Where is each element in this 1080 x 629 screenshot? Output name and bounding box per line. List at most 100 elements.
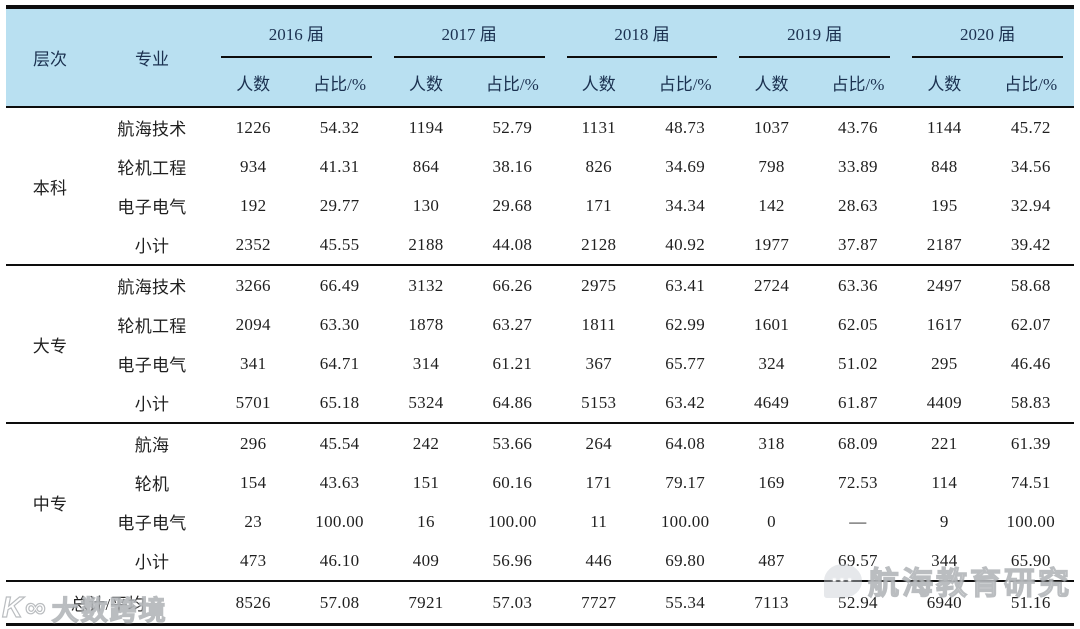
- ratio-cell: 46.46: [987, 344, 1074, 383]
- year-label: 2018 届: [566, 9, 718, 58]
- count-cell: 142: [728, 186, 815, 225]
- graduates-employment-table: 层次 专业 2016 届 2017 届 2018 届 2019 届 2020 届…: [6, 5, 1074, 626]
- header-row-sub: 人数 占比/% 人数 占比/% 人数 占比/% 人数 占比/% 人数 占比/%: [6, 58, 1074, 108]
- count-cell: 192: [210, 186, 297, 225]
- ratio-cell: 55.34: [641, 580, 729, 625]
- major-cell: 轮机工程: [94, 305, 210, 344]
- count-cell: 1226: [210, 107, 297, 147]
- count-cell: 8526: [210, 580, 297, 625]
- count-cell: 2975: [555, 264, 642, 305]
- count-cell: 3266: [210, 264, 297, 305]
- ratio-cell: 45.54: [296, 422, 383, 463]
- year-group-2018: 2018 届: [555, 7, 729, 58]
- count-cell: 16: [382, 502, 470, 541]
- col-header-level: 层次: [6, 7, 94, 108]
- count-cell: 114: [901, 463, 988, 502]
- count-cell: 5324: [382, 383, 470, 423]
- count-cell: 409: [382, 541, 470, 581]
- ratio-cell: 66.49: [296, 264, 383, 305]
- count-cell: 3132: [382, 264, 470, 305]
- count-cell: 221: [901, 422, 988, 463]
- ratio-cell: 64.08: [641, 422, 729, 463]
- ratio-cell: 48.73: [641, 107, 729, 147]
- ratio-cell: 65.18: [296, 383, 383, 423]
- ratio-cell: 63.30: [296, 305, 383, 344]
- ratio-cell: 63.42: [641, 383, 729, 423]
- ratio-cell: 41.31: [296, 147, 383, 186]
- ratio-cell: 63.36: [814, 264, 902, 305]
- count-cell: 1144: [901, 107, 988, 147]
- ratio-cell: 57.08: [296, 580, 383, 625]
- ratio-cell: 64.71: [296, 344, 383, 383]
- col-header-ratio: 占比/%: [469, 58, 556, 108]
- count-cell: 2128: [555, 225, 642, 265]
- total-row: 总计/平均 8526 57.08 7921 57.03 7727 55.34 7113 52.9…: [6, 580, 1074, 625]
- count-cell: 295: [901, 344, 988, 383]
- col-header-ratio: 占比/%: [987, 58, 1074, 108]
- count-cell: 9: [901, 502, 988, 541]
- major-cell: 航海技术: [94, 107, 210, 147]
- count-cell: 151: [382, 463, 470, 502]
- count-cell: 2188: [382, 225, 470, 265]
- table-row: 轮机 154 43.63 151 60.16 171 79.17 169 72.53 114 74.…: [6, 463, 1074, 502]
- ratio-cell: 68.09: [814, 422, 902, 463]
- ratio-cell: 34.34: [641, 186, 729, 225]
- level-cell: 大专: [6, 264, 94, 423]
- ratio-cell: 44.08: [469, 225, 556, 265]
- year-label: 2020 届: [912, 9, 1063, 58]
- level-cell: 本科: [6, 107, 94, 265]
- ratio-cell: 100.00: [987, 502, 1074, 541]
- ratio-cell: 52.94: [814, 580, 902, 625]
- count-cell: 2094: [210, 305, 297, 344]
- ratio-cell: 63.41: [641, 264, 729, 305]
- ratio-cell: 52.79: [469, 107, 556, 147]
- ratio-cell: 54.32: [296, 107, 383, 147]
- ratio-cell: 62.99: [641, 305, 729, 344]
- ratio-cell: 45.55: [296, 225, 383, 265]
- ratio-cell: 39.42: [987, 225, 1074, 265]
- count-cell: 5153: [555, 383, 642, 423]
- major-cell: 电子电气: [94, 186, 210, 225]
- table-row: 电子电气 192 29.77 130 29.68 171 34.34 142 28.63 195 3…: [6, 186, 1074, 225]
- count-cell: 4409: [901, 383, 988, 423]
- count-cell: 2187: [901, 225, 988, 265]
- ratio-cell: 63.27: [469, 305, 556, 344]
- table-row: 小计 2352 45.55 2188 44.08 2128 40.92 1977 37.87 21…: [6, 225, 1074, 265]
- count-cell: 798: [728, 147, 815, 186]
- table-row: 轮机工程 2094 63.30 1878 63.27 1811 62.99 1601 62.05…: [6, 305, 1074, 344]
- ratio-cell: 57.03: [469, 580, 556, 625]
- count-cell: 826: [555, 147, 642, 186]
- ratio-cell: 69.80: [641, 541, 729, 581]
- ratio-cell: 45.72: [987, 107, 1074, 147]
- year-group-2016: 2016 届: [210, 7, 383, 58]
- major-cell: 小计: [94, 541, 210, 581]
- count-cell: 314: [382, 344, 470, 383]
- major-cell: 小计: [94, 383, 210, 423]
- count-cell: 446: [555, 541, 642, 581]
- year-label: 2017 届: [393, 9, 545, 58]
- ratio-cell: 100.00: [296, 502, 383, 541]
- ratio-cell: 65.90: [987, 541, 1074, 581]
- ratio-cell: 38.16: [469, 147, 556, 186]
- col-header-major: 专业: [94, 7, 210, 108]
- ratio-cell: 61.39: [987, 422, 1074, 463]
- ratio-cell: 61.87: [814, 383, 902, 423]
- ratio-cell: 33.89: [814, 147, 902, 186]
- count-cell: 5701: [210, 383, 297, 423]
- ratio-cell: 100.00: [469, 502, 556, 541]
- year-label: 2016 届: [221, 9, 372, 58]
- count-cell: 4649: [728, 383, 815, 423]
- ratio-cell: 43.76: [814, 107, 902, 147]
- major-cell: 电子电气: [94, 502, 210, 541]
- count-cell: 242: [382, 422, 470, 463]
- count-cell: 473: [210, 541, 297, 581]
- ratio-cell: 29.77: [296, 186, 383, 225]
- ratio-cell: 28.63: [814, 186, 902, 225]
- col-header-count: 人数: [901, 58, 988, 108]
- col-header-ratio: 占比/%: [296, 58, 383, 108]
- col-header-count: 人数: [555, 58, 642, 108]
- col-header-count: 人数: [728, 58, 815, 108]
- ratio-cell: 64.86: [469, 383, 556, 423]
- major-cell: 轮机: [94, 463, 210, 502]
- ratio-cell: 65.77: [641, 344, 729, 383]
